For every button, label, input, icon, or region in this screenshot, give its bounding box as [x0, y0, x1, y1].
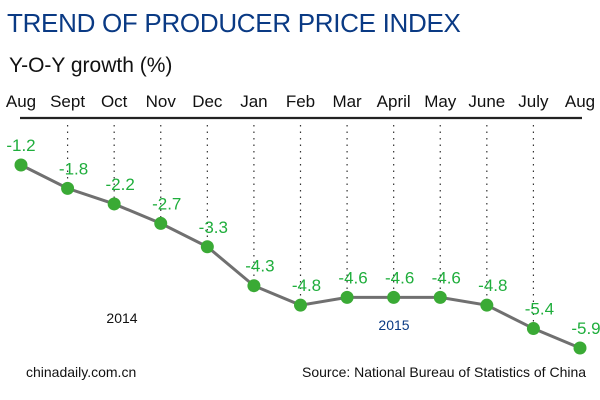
data-label: -3.3: [199, 218, 228, 237]
data-point: [526, 322, 540, 336]
data-point: [247, 279, 261, 293]
data-point: [294, 298, 307, 312]
data-label: -4.6: [432, 268, 461, 287]
data-point: [480, 298, 494, 312]
chart-title: TREND OF PRODUCER PRICE INDEX: [7, 8, 461, 38]
data-label: -4.8: [478, 276, 507, 295]
year-label-2015: 2015: [378, 317, 409, 333]
x-tick-label: April: [377, 92, 411, 111]
data-point: [107, 197, 121, 211]
data-label: -4.6: [338, 268, 367, 287]
data-label: -4.8: [292, 276, 321, 295]
x-tick-label: June: [468, 92, 505, 111]
data-label: -5.4: [525, 300, 554, 319]
x-tick-label: Feb: [286, 92, 315, 111]
data-label: -4.6: [385, 268, 414, 287]
x-tick-label: Nov: [146, 92, 177, 111]
year-label-2014: 2014: [106, 310, 137, 326]
data-label: -2.2: [106, 175, 135, 194]
data-point: [433, 290, 447, 304]
data-point: [61, 181, 75, 195]
x-tick-label: Aug: [6, 92, 36, 111]
x-tick-label: Jan: [240, 92, 267, 111]
data-point: [340, 290, 354, 304]
data-point: [154, 216, 168, 230]
x-tick-label: Sept: [50, 92, 85, 111]
site-credit: chinadaily.com.cn: [26, 364, 137, 380]
data-point: [387, 290, 401, 304]
x-tick-label: May: [424, 92, 457, 111]
data-label: -2.7: [152, 194, 181, 213]
data-label: -5.9: [571, 319, 600, 338]
data-label: -4.3: [245, 257, 274, 276]
x-tick-label: Oct: [101, 92, 128, 111]
source-note: Source: National Bureau of Statistics of…: [302, 364, 587, 380]
data-label: -1.2: [6, 136, 35, 155]
x-tick-label: Dec: [192, 92, 223, 111]
x-tick-label: Aug: [565, 92, 595, 111]
data-label: -1.8: [59, 159, 88, 178]
data-point: [200, 240, 214, 254]
y-axis-label: Y-O-Y growth (%): [9, 54, 173, 77]
x-tick-label: July: [518, 92, 549, 111]
data-point: [573, 341, 587, 355]
x-tick-label: Mar: [332, 92, 362, 111]
data-point: [14, 158, 28, 172]
